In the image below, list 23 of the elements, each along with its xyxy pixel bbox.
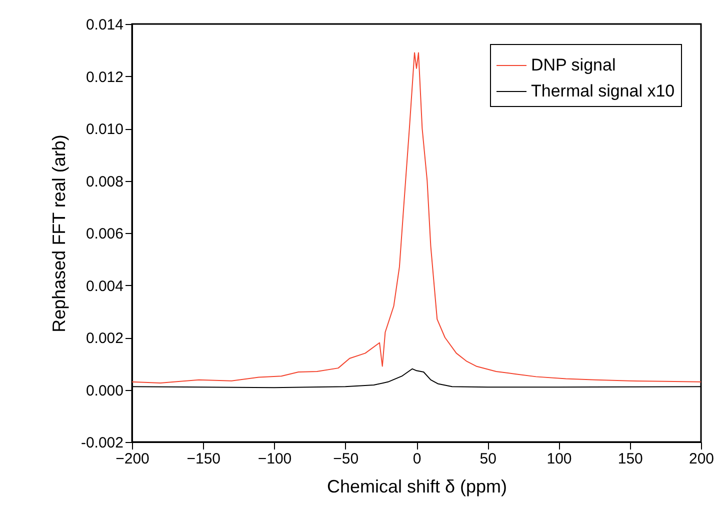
legend-label: DNP signal (531, 56, 616, 74)
y-axis-title: Rephased FFT real (arb) (48, 134, 69, 332)
x-tick-label: 50 (480, 450, 496, 468)
y-tick-label: 0.006 (86, 226, 124, 242)
x-tick-label: −150 (186, 450, 221, 468)
x-tick-label: −50 (333, 450, 359, 468)
y-tick-label: 0.000 (86, 382, 124, 400)
x-tick-label: −200 (116, 450, 150, 468)
y-tick-label: 0.008 (86, 173, 124, 190)
y-tick-label: 0.010 (86, 121, 124, 138)
x-tick-label: 100 (546, 450, 572, 468)
x-tick-label: 150 (618, 450, 643, 468)
y-tick-label: -0.002 (80, 434, 124, 452)
x-axis-title: Chemical shift δ (ppm) (326, 476, 508, 496)
x-tick-label: 0 (412, 450, 422, 468)
x-tick-label: 200 (688, 450, 714, 468)
y-tick-label: 0.004 (86, 278, 124, 295)
legend-label: Thermal signal x10 (531, 82, 675, 100)
y-tick-label: 0.012 (86, 68, 124, 86)
x-tick-label: −100 (258, 450, 292, 468)
y-tick-label: 0.002 (86, 330, 124, 347)
y-tick-label: 0.014 (86, 16, 124, 34)
line-series (132, 52, 701, 384)
